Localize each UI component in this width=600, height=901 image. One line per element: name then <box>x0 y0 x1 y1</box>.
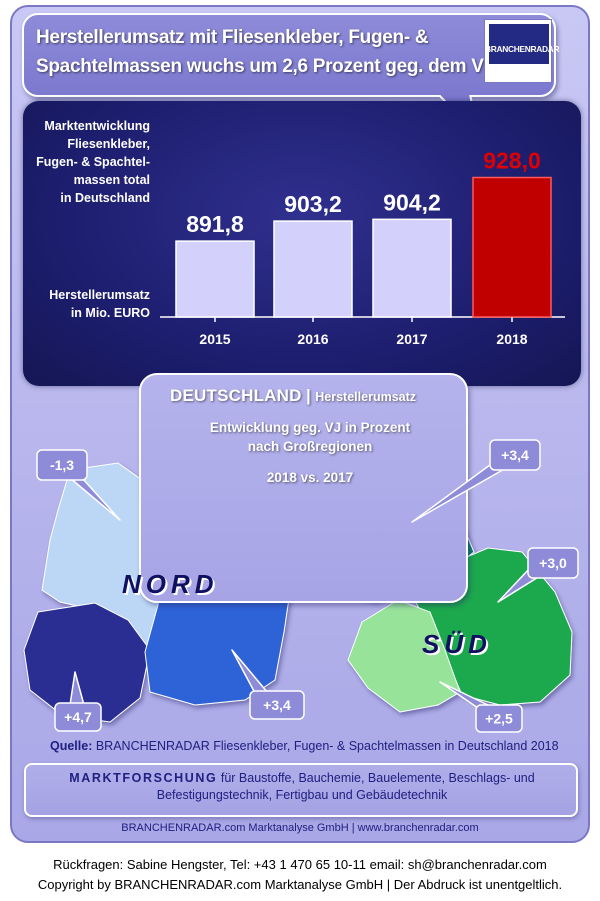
region-info-bubble <box>139 373 468 603</box>
callout-3: +3,4 <box>411 439 541 523</box>
headline-line-2: Spachtelmassen wuchs um 2,6 Prozent geg.… <box>36 56 494 77</box>
market-label-line-5: in Deutschland <box>60 191 150 205</box>
logo-text: BRANCHENRADAR <box>485 44 560 54</box>
callout-value-1: -1,3 <box>50 457 74 473</box>
x-tick-label-2015: 2015 <box>199 331 230 347</box>
callout-value-5: +3,0 <box>539 555 567 571</box>
info-strong: MARKTFORSCHUNG <box>69 771 218 785</box>
callout-value-2: +4,7 <box>64 709 92 725</box>
region-baden-wuerttemberg <box>347 599 461 713</box>
headline-line-1: Herstellerumsatz mit Fliesenkleber, Fuge… <box>36 27 429 48</box>
region-title: DEUTSCHLAND | Herstellerumsatz <box>170 386 440 406</box>
region-title-country: DEUTSCHLAND <box>170 386 302 405</box>
chart-market-label: Marktentwicklung Fliesenkleber, Fugen- &… <box>30 117 150 207</box>
value-label-2018: 928,0 <box>483 148 541 174</box>
info-text: MARKTFORSCHUNG für Baustoffe, Bauchemie,… <box>32 770 572 804</box>
region-subtitle-3: 2018 vs. 2017 <box>266 470 354 485</box>
region-title-metric: Herstellerumsatz <box>315 390 417 404</box>
sued-label: SÜD <box>422 629 492 659</box>
callout-value-3: +3,4 <box>501 447 529 463</box>
callout-1: -1,3 <box>36 449 121 521</box>
nord-label-shadow: NORD <box>124 571 221 601</box>
bar-2015 <box>175 240 255 318</box>
callout-value-6: +2,5 <box>485 711 513 727</box>
market-label-line-2: Fliesenkleber, <box>67 137 150 151</box>
value-label-2015: 891,8 <box>186 211 244 237</box>
region-subtitle-2: nach Großregionen <box>247 439 373 454</box>
x-tick-label-2016: 2016 <box>297 331 328 347</box>
unit-label-line-2: in Mio. EURO <box>70 306 150 320</box>
info-line-2: Befestigungstechnik, Fertigbau und Gebäu… <box>156 788 448 802</box>
x-tick-label-2018: 2018 <box>496 331 527 347</box>
sued-label-shadow: SÜD <box>424 631 494 661</box>
region-subtitle-1: Entwicklung geg. VJ in Prozent <box>209 420 411 435</box>
chart-unit-label: Herstellerumsatz in Mio. EURO <box>30 286 150 322</box>
market-label-line-3: Fugen- & Spachtel- <box>36 155 150 169</box>
info-line-1: für Baustoffe, Bauchemie, Bauelemente, B… <box>217 771 535 785</box>
copyright-footer: Copyright by BRANCHENRADAR.com Marktanal… <box>37 877 563 892</box>
callout-4: +3,4 <box>231 649 305 720</box>
callout-2: +4,7 <box>54 671 102 732</box>
contact-footer: Rückfragen: Sabine Hengster, Tel: +43 1 … <box>53 857 547 872</box>
headline-bubble <box>22 13 556 97</box>
value-label-2016: 903,2 <box>284 191 342 217</box>
bar-2016 <box>273 220 353 318</box>
value-label-2017: 904,2 <box>383 189 441 215</box>
market-label-line-1: Marktentwicklung <box>44 119 150 133</box>
bar-chart: 891,8 2015 903,2 2016 904,2 2017 928,0 2018 <box>160 148 565 347</box>
source-text: BRANCHENRADAR Fliesenkleber, Fugen- & Sp… <box>92 739 559 753</box>
x-tick-label-2017: 2017 <box>396 331 427 347</box>
headline: Herstellerumsatz mit Fliesenkleber, Fuge… <box>36 23 494 81</box>
callout-5: +3,0 <box>497 547 579 603</box>
company-line: BRANCHENRADAR.com Marktanalyse GmbH | ww… <box>121 822 479 834</box>
callout-6: +2,5 <box>439 681 523 733</box>
info-box <box>24 763 578 817</box>
nord-label: NORD <box>122 569 219 599</box>
market-label-line-4: massen total <box>73 173 150 187</box>
region-west <box>23 602 151 723</box>
unit-label-line-1: Herstellerumsatz <box>49 288 150 302</box>
region-title-separator: | <box>306 386 311 405</box>
branchenradar-logo: BRANCHENRADAR <box>484 19 560 83</box>
bar-2018 <box>472 176 552 318</box>
callout-value-4: +3,4 <box>263 697 291 713</box>
source-label: Quelle: <box>50 739 93 753</box>
source-note: Quelle: BRANCHENRADAR Fliesenkleber, Fug… <box>50 739 570 753</box>
